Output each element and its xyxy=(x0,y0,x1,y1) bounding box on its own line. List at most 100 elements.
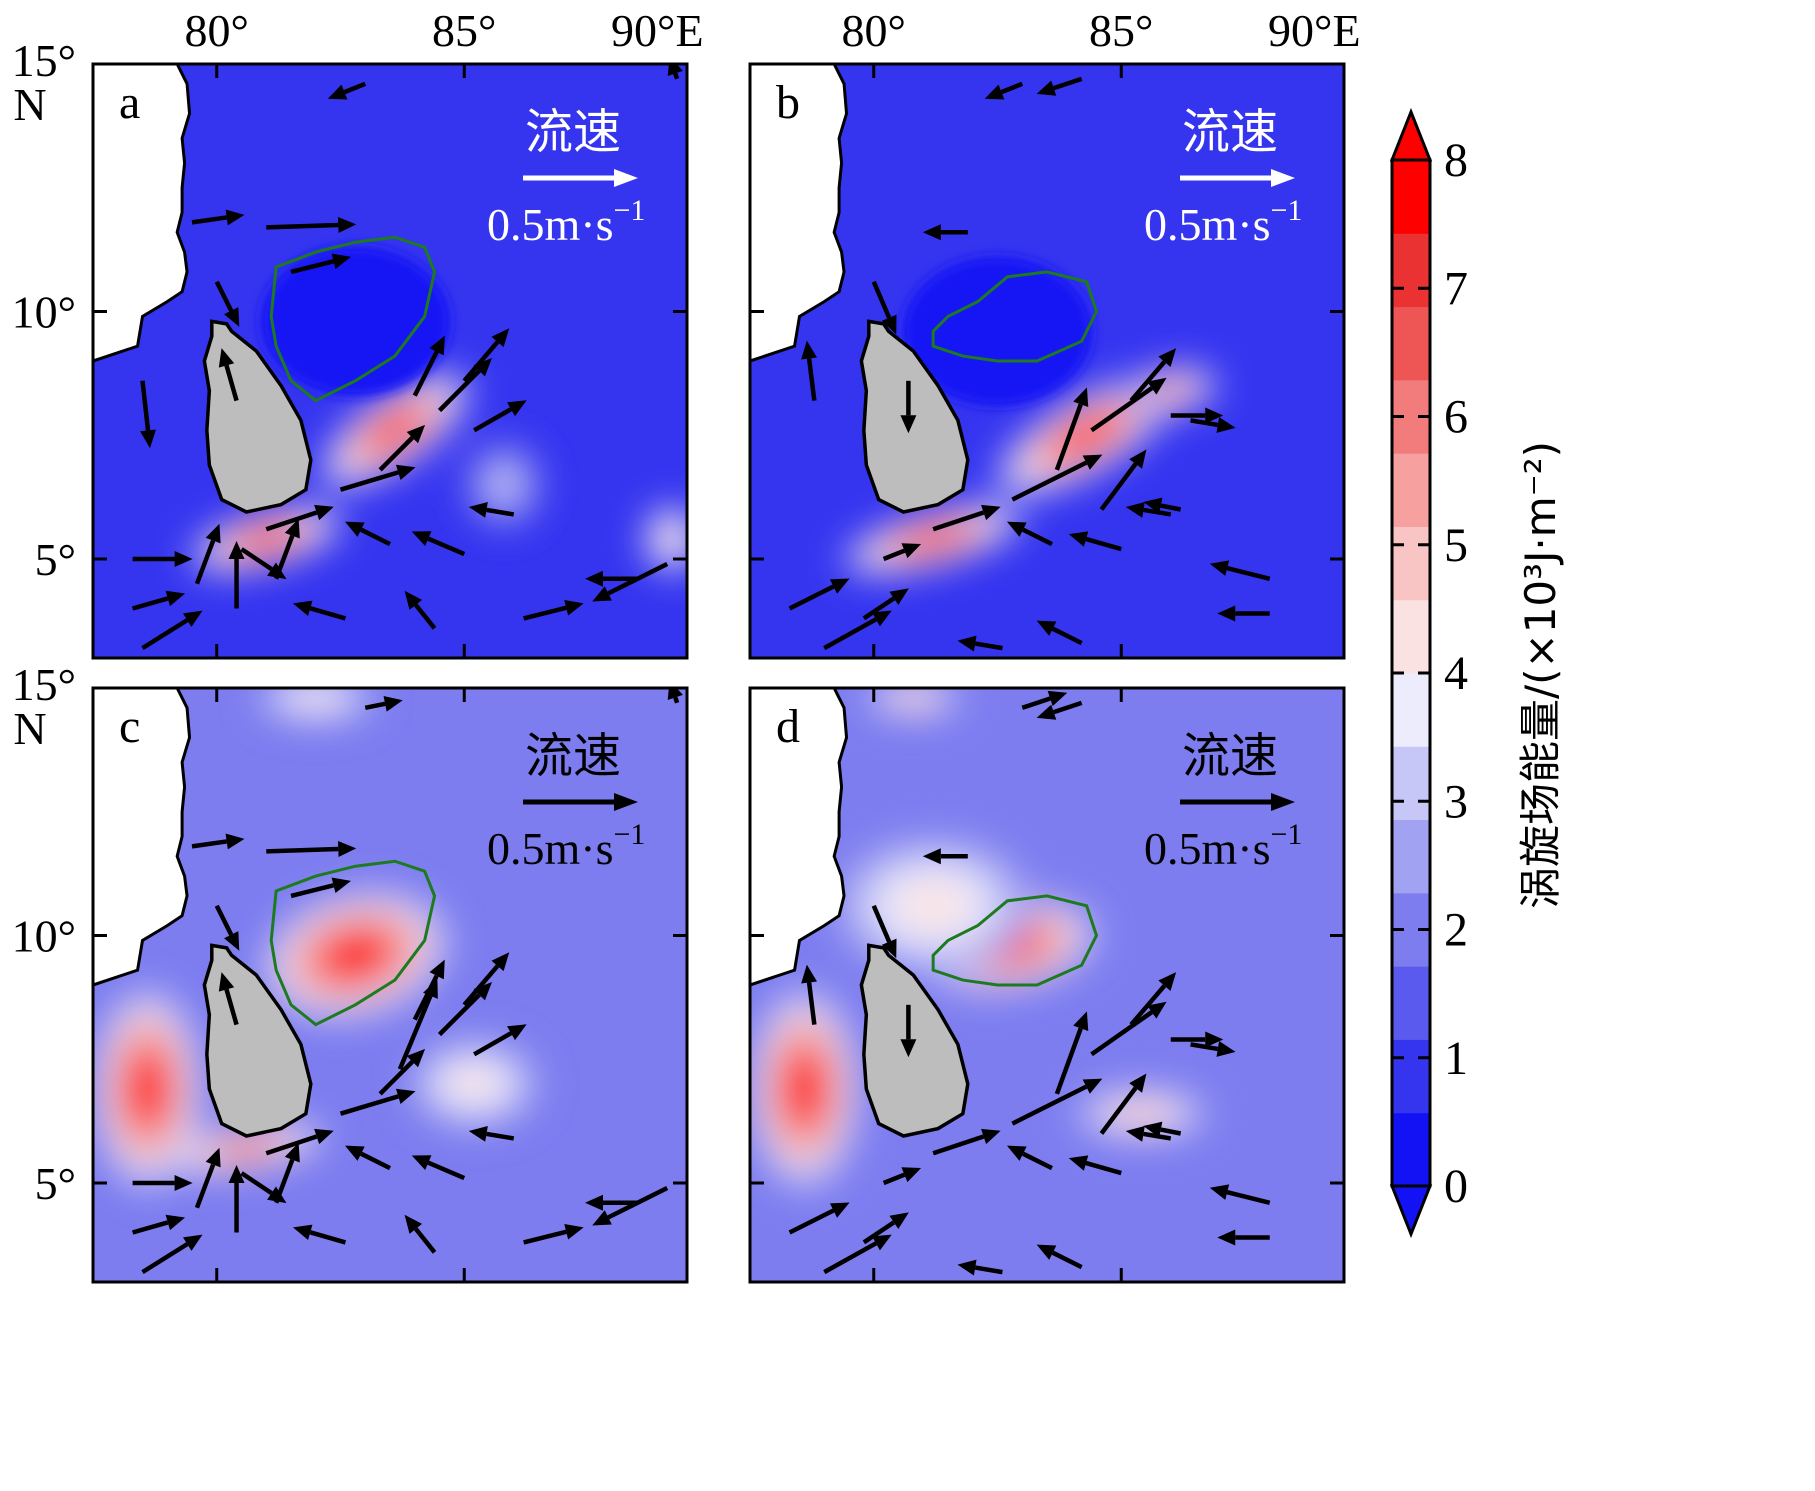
energy-hotspot-4 xyxy=(295,689,336,707)
energy-hotspot-0 xyxy=(323,933,387,978)
velocity-arrow-23 xyxy=(523,600,584,621)
velocity-arrow-19 xyxy=(957,1259,1003,1276)
speed-legend-label: 流速 xyxy=(525,104,621,160)
speed-legend-label: 流速 xyxy=(1182,728,1278,784)
energy-hotspot-4 xyxy=(896,691,931,705)
velocity-arrow-13 xyxy=(882,1167,922,1186)
panel-letter: c xyxy=(119,700,140,753)
energy-hotspot-2 xyxy=(1117,1104,1165,1123)
panel-frame xyxy=(748,62,1346,660)
velocity-arrow-12 xyxy=(862,588,909,621)
velocity-arrow-7 xyxy=(473,1024,527,1057)
velocity-arrow-21 xyxy=(404,1214,437,1254)
velocity-arrow-7 xyxy=(473,400,527,433)
velocity-arrow-28 xyxy=(327,81,367,100)
velocity-arrow-4 xyxy=(1129,348,1177,403)
velocity-arrow-17 xyxy=(141,1234,203,1275)
colorbar-segment xyxy=(1392,819,1430,894)
axis-labels: 80° 85° 90°E 80° 85° 90°E15°N10°5°15°N10°5° xyxy=(12,5,1361,1209)
velocity-arrow-23 xyxy=(984,81,1024,100)
velocity-arrow-7 xyxy=(1011,454,1103,502)
velocity-arrow-4 xyxy=(412,959,445,1021)
colorbar-extend-max xyxy=(1389,107,1433,162)
velocity-arrow-15 xyxy=(274,518,300,580)
india-coast xyxy=(750,688,849,987)
velocity-arrow-28 xyxy=(364,695,403,712)
panel-frame xyxy=(91,62,689,660)
speed-legend-label: 流速 xyxy=(525,728,621,784)
reference-arrow-head xyxy=(1271,169,1295,187)
velocity-arrow-10 xyxy=(265,1128,334,1156)
lat-tick-label: 10° xyxy=(12,911,76,962)
energy-hotspot-2 xyxy=(662,527,683,551)
energy-hotspot-1 xyxy=(128,1055,166,1123)
velocity-arrow-14 xyxy=(228,541,245,609)
velocity-arrow-15 xyxy=(1068,531,1122,552)
velocity-arrow-20 xyxy=(1209,1184,1271,1205)
velocity-arrow-2 xyxy=(1054,1011,1089,1095)
velocity-arrow-16 xyxy=(1125,502,1172,518)
colorbar-segment xyxy=(1392,746,1430,821)
velocity-arrow-6 xyxy=(462,328,510,383)
velocity-arrow-18 xyxy=(1036,1244,1083,1270)
reference-arrow-head xyxy=(614,169,638,187)
lon-tick-label: 85° xyxy=(432,5,496,56)
velocity-arrow-2 xyxy=(290,253,351,275)
lat-tick-label: 15° xyxy=(12,659,76,710)
velocity-arrow-27 xyxy=(140,380,156,449)
ocean-background xyxy=(750,688,1344,1282)
tick-marks xyxy=(93,64,687,658)
velocity-arrow-19 xyxy=(411,1155,466,1181)
colorbar-tick-label: 1 xyxy=(1444,1032,1468,1085)
velocity-arrow-4 xyxy=(1129,972,1177,1027)
velocity-arrow-15 xyxy=(1068,1155,1122,1176)
velocity-arrow-17 xyxy=(1143,497,1182,514)
velocity-arrow-18 xyxy=(345,521,392,547)
velocity-arrow-1 xyxy=(266,216,357,233)
lon-tick-label: 80° xyxy=(185,5,249,56)
velocity-arrow-3 xyxy=(1090,1001,1167,1057)
tick-marks xyxy=(93,688,687,1282)
velocity-arrow-0 xyxy=(191,833,245,850)
energy-patches xyxy=(93,688,539,1188)
velocity-arrow-10 xyxy=(823,610,892,651)
india-coast xyxy=(93,64,192,363)
velocity-arrow-5 xyxy=(1170,407,1224,424)
velocity-arrow-2 xyxy=(1054,387,1089,471)
velocity-arrow-19 xyxy=(957,635,1003,652)
energy-patches xyxy=(189,371,687,574)
colorbar-title: 涡旋场能量/(×10³J·m⁻²) xyxy=(1516,441,1565,909)
eddy-contour xyxy=(269,235,437,403)
velocity-arrow-13 xyxy=(194,523,221,585)
panel-letter: b xyxy=(776,76,800,129)
velocity-arrow-6 xyxy=(1190,417,1236,433)
velocity-arrow-2 xyxy=(290,877,351,899)
velocity-arrow-16 xyxy=(131,1214,186,1235)
velocity-arrow-25 xyxy=(592,561,669,602)
velocity-arrow-5 xyxy=(1170,1031,1224,1048)
velocity-arrow-27 xyxy=(397,979,438,1071)
velocity-arrow-22 xyxy=(292,1224,347,1245)
colorbar-tick-label: 6 xyxy=(1444,391,1468,444)
velocity-arrow-11 xyxy=(788,1202,850,1235)
contour-field xyxy=(93,688,687,1282)
energy-hotspot-3 xyxy=(899,882,967,930)
velocity-arrow-10 xyxy=(823,1234,892,1275)
velocity-arrow-8 xyxy=(339,1088,416,1116)
lat-tick-label: 5° xyxy=(35,1158,76,1209)
velocity-arrow-24 xyxy=(1036,76,1083,96)
velocity-arrow-3 xyxy=(214,904,240,951)
velocity-arrow-1 xyxy=(871,904,897,959)
cold-core xyxy=(902,256,1093,407)
india-coast xyxy=(750,64,849,363)
velocity-arrow-8 xyxy=(1099,449,1147,511)
colorbar-segment xyxy=(1392,453,1430,527)
energy-hotspot-0 xyxy=(369,410,421,451)
velocity-arrow-0 xyxy=(922,848,968,865)
lon-tick-label: 80° xyxy=(842,5,906,56)
velocity-arrow-22 xyxy=(801,340,818,401)
eddy-contour xyxy=(931,894,1099,987)
colorbar-tick-label: 0 xyxy=(1444,1160,1468,1213)
velocity-arrow-3 xyxy=(214,280,240,327)
